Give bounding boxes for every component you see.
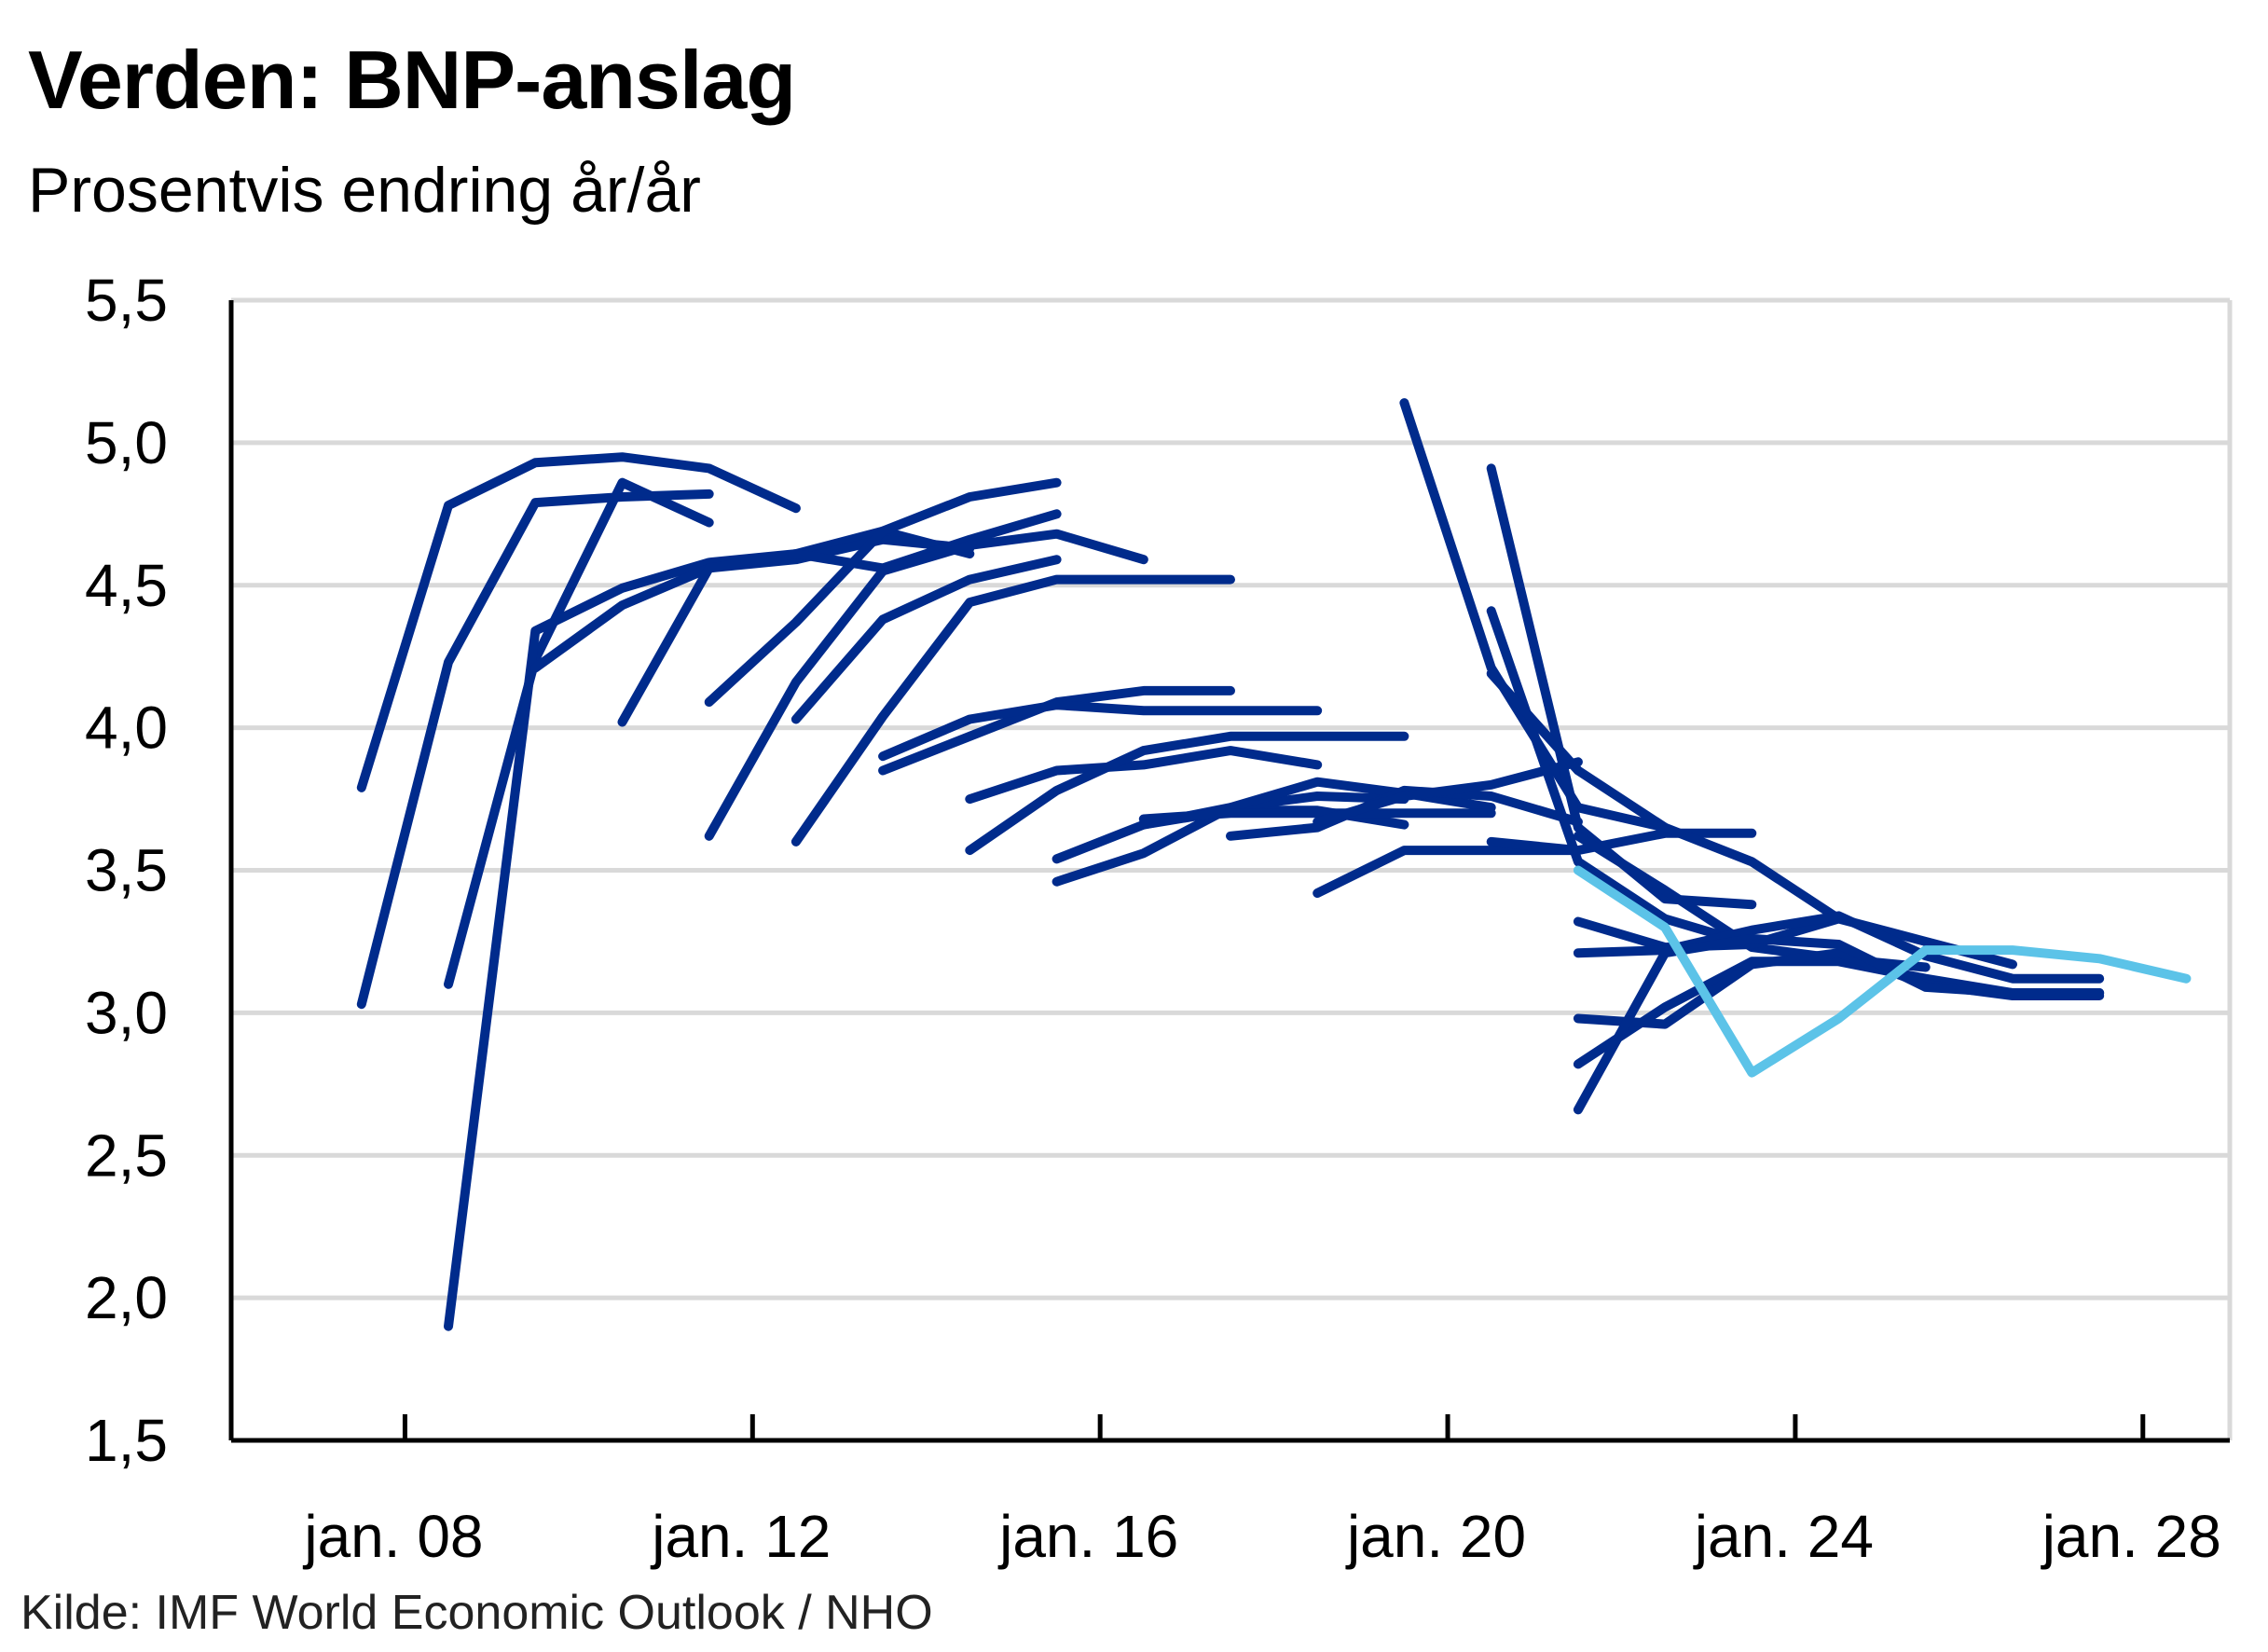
source-note: Kilde: IMF World Economic Outlook / NHO (21, 1586, 933, 1640)
series-line-vintage (356, 489, 714, 1010)
y-tick-label: 5,5 (85, 267, 168, 334)
series-line-vintage (790, 555, 1062, 724)
y-tick-label: 5,0 (85, 409, 168, 476)
series-line-vintage (704, 529, 1148, 841)
series-line-vintage (444, 477, 714, 989)
x-tick-label: jan. 12 (650, 1503, 831, 1570)
y-tick-label: 3,0 (85, 979, 168, 1046)
x-tick-label: jan. 28 (2041, 1503, 2221, 1570)
series-line-vintage (1573, 933, 2105, 1115)
x-tick-label: jan. 20 (1345, 1503, 1526, 1570)
x-tick-label: jan. 24 (1693, 1503, 1874, 1570)
y-tick-label: 4,0 (85, 695, 168, 762)
series-line-vintage (965, 731, 1409, 856)
series-line-vintage (1486, 828, 1757, 856)
y-tick-label: 3,5 (85, 837, 168, 904)
series-line-vintage (704, 477, 1062, 708)
series-line-vintage (1138, 808, 1496, 824)
y-axis: 5,5 5,0 4,5 4,0 3,5 3,0 2,5 2,0 1,5 (85, 267, 234, 1474)
series-line-vintage (1486, 668, 1844, 924)
series-line-vintage (1486, 606, 1757, 949)
series-line-vintage (1313, 757, 1583, 827)
series-line-vintage (878, 700, 1323, 762)
series-line-vintage (790, 574, 1235, 847)
x-tick-label: jan. 16 (997, 1503, 1178, 1570)
x-axis: jan. 08 jan. 12 jan. 16 jan. 20 jan. 24 jan. … (231, 1414, 2230, 1570)
series-line-vintage (356, 452, 801, 792)
series-line-vintage (1226, 785, 1583, 841)
series-lines (356, 398, 2192, 1331)
y-tick-label: 1,5 (85, 1407, 168, 1474)
chart-subtitle: Prosentvis endring år/år (28, 155, 701, 226)
series-line-vintage (617, 509, 1062, 727)
y-tick-label: 2,5 (85, 1122, 168, 1189)
x-tick-label: jan. 08 (302, 1503, 483, 1570)
series-line-latest (1573, 865, 2192, 1078)
series-line-vintage (965, 746, 1323, 805)
series-line-vintage (1399, 398, 1670, 833)
y-tick-label: 4,5 (85, 552, 168, 619)
chart-title: Verden: BNP-anslag (28, 34, 796, 126)
series-line-vintage (1573, 914, 2017, 970)
gridlines (231, 297, 2233, 1440)
series-line-vintage (444, 526, 975, 1331)
y-tick-label: 2,0 (85, 1264, 168, 1331)
